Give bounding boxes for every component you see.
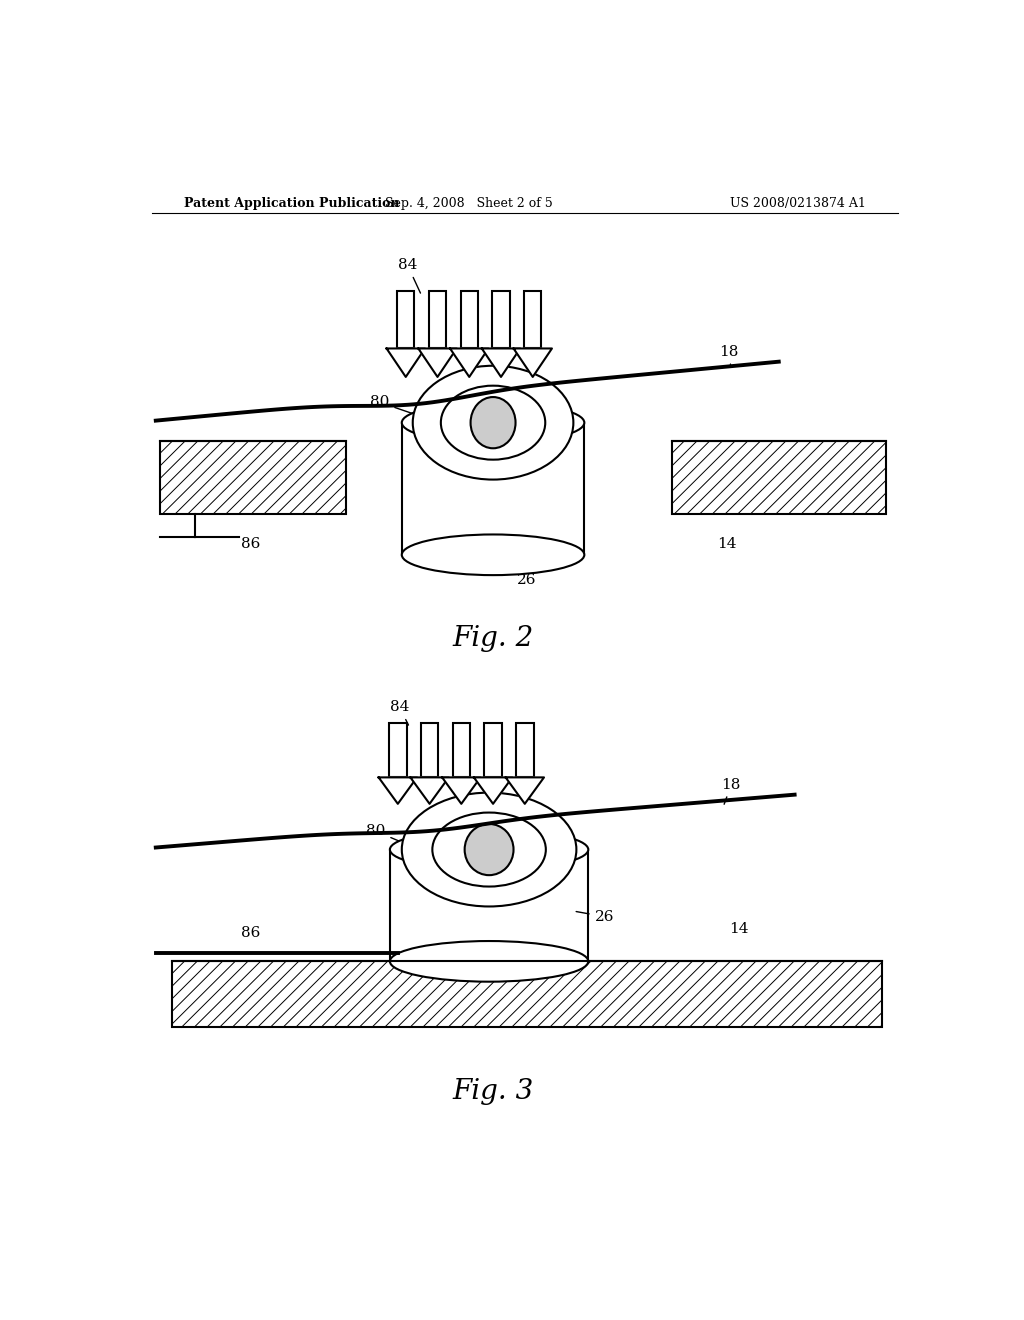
Ellipse shape bbox=[413, 366, 573, 479]
Text: 80: 80 bbox=[370, 395, 413, 413]
Text: 14: 14 bbox=[718, 537, 737, 550]
Bar bbox=[493, 290, 510, 348]
Bar bbox=[516, 722, 534, 777]
Bar bbox=[389, 722, 407, 777]
Bar bbox=[401, 422, 585, 554]
Text: Fig. 2: Fig. 2 bbox=[453, 626, 534, 652]
Text: 26: 26 bbox=[511, 566, 537, 587]
Bar bbox=[160, 441, 346, 515]
Polygon shape bbox=[379, 777, 417, 804]
Text: 86: 86 bbox=[242, 925, 261, 940]
Text: 86: 86 bbox=[242, 537, 261, 550]
Bar bbox=[397, 290, 415, 348]
Ellipse shape bbox=[401, 403, 585, 444]
Bar bbox=[421, 722, 438, 777]
Ellipse shape bbox=[465, 824, 513, 875]
Polygon shape bbox=[386, 348, 425, 378]
Text: 80: 80 bbox=[367, 824, 402, 842]
Bar bbox=[461, 290, 478, 348]
Text: 84: 84 bbox=[397, 259, 421, 293]
Bar bbox=[672, 441, 886, 515]
Text: 14: 14 bbox=[729, 921, 749, 936]
Bar bbox=[524, 290, 542, 348]
Polygon shape bbox=[442, 777, 480, 804]
Polygon shape bbox=[411, 777, 449, 804]
Text: Sep. 4, 2008   Sheet 2 of 5: Sep. 4, 2008 Sheet 2 of 5 bbox=[385, 197, 553, 210]
Polygon shape bbox=[450, 348, 488, 378]
Ellipse shape bbox=[432, 813, 546, 887]
Text: Fig. 3: Fig. 3 bbox=[453, 1077, 534, 1105]
Bar bbox=[453, 722, 470, 777]
Polygon shape bbox=[418, 348, 457, 378]
Polygon shape bbox=[513, 348, 552, 378]
Ellipse shape bbox=[401, 535, 585, 576]
Bar bbox=[172, 961, 882, 1027]
Text: 84: 84 bbox=[390, 700, 410, 725]
Ellipse shape bbox=[471, 397, 515, 449]
Bar bbox=[429, 290, 446, 348]
Text: 18: 18 bbox=[722, 777, 741, 804]
Text: Patent Application Publication: Patent Application Publication bbox=[183, 197, 399, 210]
Text: US 2008/0213874 A1: US 2008/0213874 A1 bbox=[730, 197, 866, 210]
Text: 26: 26 bbox=[577, 909, 614, 924]
Text: 18: 18 bbox=[719, 345, 738, 367]
Bar bbox=[390, 850, 589, 961]
Polygon shape bbox=[474, 777, 512, 804]
Bar bbox=[484, 722, 502, 777]
Polygon shape bbox=[506, 777, 544, 804]
Ellipse shape bbox=[401, 792, 577, 907]
Polygon shape bbox=[481, 348, 520, 378]
Ellipse shape bbox=[390, 941, 588, 982]
Ellipse shape bbox=[441, 385, 545, 459]
Ellipse shape bbox=[390, 829, 588, 870]
